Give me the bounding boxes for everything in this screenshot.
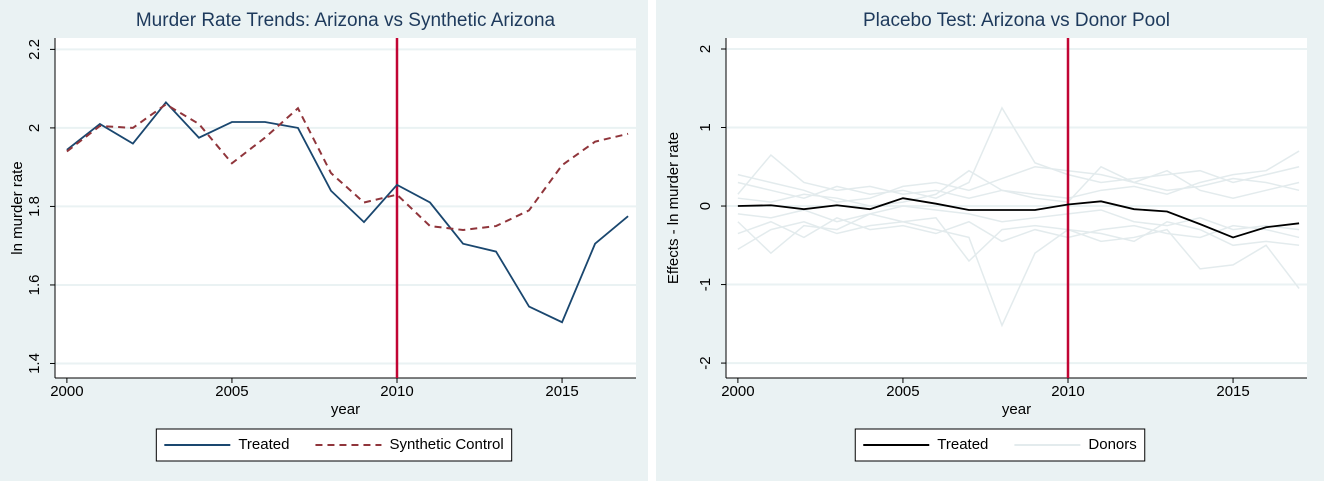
legend: Treated Donors <box>854 428 1146 462</box>
y-tick-label: 1.6 <box>26 275 43 296</box>
y-tick-label: 2.2 <box>26 39 43 60</box>
x-tick-label: 2000 <box>721 383 754 400</box>
chart-title: Murder Rate Trends: Arizona vs Synthetic… <box>136 10 556 31</box>
x-axis-label: year <box>1002 401 1031 418</box>
donor-line <box>737 165 1300 207</box>
y-tick-label: 1.8 <box>26 196 43 217</box>
series-line <box>737 197 1300 239</box>
x-tick-label: 2000 <box>50 383 83 400</box>
y-tick-label: 0 <box>697 202 714 210</box>
plot-area <box>726 38 1307 378</box>
donor-line <box>737 216 1300 243</box>
y-tick-label: -2 <box>697 356 714 369</box>
x-axis-label: year <box>331 401 360 418</box>
legend: Treated Synthetic Control <box>155 428 513 462</box>
x-tick-label: 2015 <box>545 383 578 400</box>
y-tick-label: -1 <box>697 278 714 291</box>
x-tick-label: 2005 <box>215 383 248 400</box>
plot-area <box>55 38 636 378</box>
x-tick-label: 2015 <box>1216 383 1249 400</box>
chart-title: Placebo Test: Arizona vs Donor Pool <box>863 10 1170 31</box>
y-tick-label: 2 <box>26 124 43 132</box>
series-line <box>66 103 629 231</box>
y-tick-label: 1.4 <box>26 353 43 374</box>
x-tick-label: 2010 <box>1051 383 1084 400</box>
donor-line <box>737 213 1300 263</box>
legend-label: Donors <box>1088 436 1136 453</box>
y-tick-label: 2 <box>697 45 714 53</box>
legend-label: Treated <box>937 436 988 453</box>
y-axis-label: ln murder rate <box>9 161 26 254</box>
donor-line <box>737 205 1300 231</box>
y-axis-label: Effects - ln murder rate <box>665 132 682 284</box>
legend-label: Treated <box>238 436 289 453</box>
x-tick-label: 2010 <box>380 383 413 400</box>
donor-line <box>737 166 1300 203</box>
y-tick-label: 1 <box>697 123 714 131</box>
x-tick-label: 2005 <box>886 383 919 400</box>
donor-line <box>737 220 1300 328</box>
donor-line <box>737 150 1300 199</box>
legend-label: Synthetic Control <box>389 436 503 453</box>
